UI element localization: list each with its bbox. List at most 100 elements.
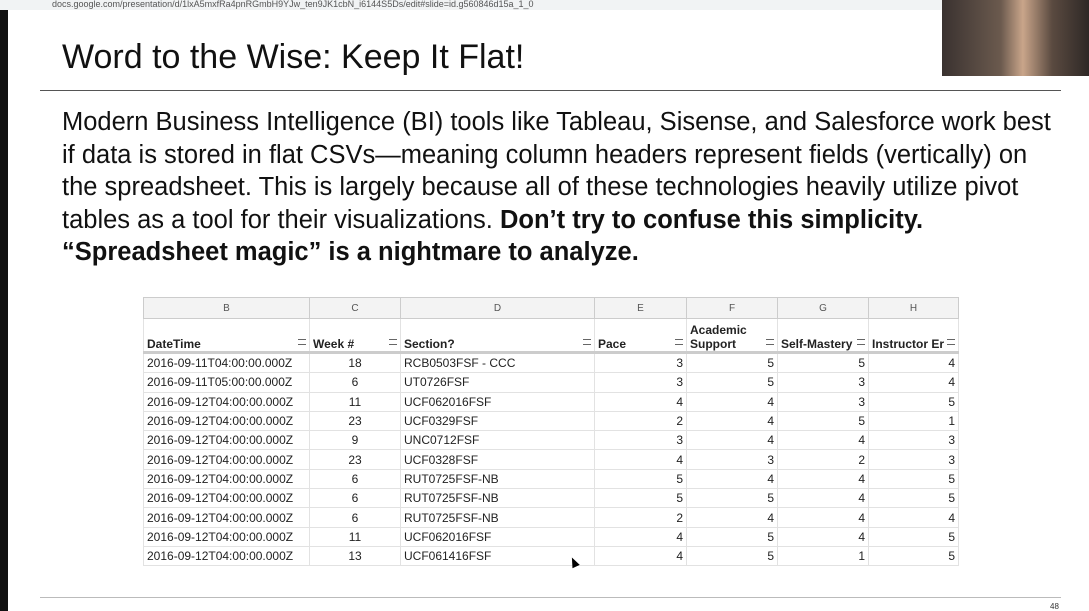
- cell: UCF062016FSF: [400, 526, 595, 547]
- cell: 5: [868, 488, 959, 509]
- cell: 4: [686, 410, 778, 432]
- cell: 1: [777, 545, 869, 567]
- cell: 2016-09-12T04:00:00.000Z: [143, 449, 310, 470]
- cell: 3: [777, 372, 869, 393]
- cell: 4: [594, 449, 687, 470]
- cell: 6: [309, 488, 401, 509]
- data-row: 2016-09-12T04:00:00.000Z 23 UCF0329FSF 2 4 5 1: [143, 410, 959, 432]
- data-row: 2016-09-12T04:00:00.000Z 13 UCF061416FSF 4 5…: [143, 545, 959, 567]
- cell: 2016-09-12T04:00:00.000Z: [143, 410, 310, 432]
- data-row: 2016-09-11T05:00:00.000Z 6 UT0726FSF 3 5 3 4: [143, 372, 959, 393]
- column-letter: F: [686, 297, 778, 319]
- cell: 2016-09-12T04:00:00.000Z: [143, 391, 310, 412]
- cell: 4: [686, 507, 778, 528]
- webcam-video: [942, 0, 1089, 76]
- cell: 4: [777, 430, 869, 451]
- data-row: 2016-09-11T04:00:00.000Z 18 RCB0503FSF - C…: [143, 351, 959, 374]
- cell: 2016-09-12T04:00:00.000Z: [143, 488, 310, 509]
- cell: 6: [309, 372, 401, 393]
- data-row: 2016-09-12T04:00:00.000Z 9 UNC0712FSF 3 4 4 3: [143, 430, 959, 451]
- cell: UCF061416FSF: [400, 545, 595, 567]
- cell: 5: [777, 351, 869, 374]
- cell: 5: [594, 468, 687, 490]
- page-number: 48: [1050, 602, 1059, 611]
- cell: 4: [868, 507, 959, 528]
- cell: RCB0503FSF - CCC: [400, 351, 595, 374]
- cell: 5: [686, 488, 778, 509]
- cell: 3: [686, 449, 778, 470]
- cell: 5: [868, 545, 959, 567]
- column-header: Section?: [400, 318, 595, 354]
- cell: 23: [309, 449, 401, 470]
- data-row: 2016-09-12T04:00:00.000Z 23 UCF0328FSF 4 3 2 3: [143, 449, 959, 470]
- url-bar[interactable]: docs.google.com/presentation/d/1lxA5mxfR…: [0, 0, 1089, 10]
- column-header: DateTime: [143, 318, 310, 354]
- header-row: DateTime Week # Section? Pace Academic Suppo…: [143, 318, 959, 354]
- cell: 13: [309, 545, 401, 567]
- cell: 3: [868, 449, 959, 470]
- data-row: 2016-09-12T04:00:00.000Z 11 UCF062016FSF 4 4…: [143, 391, 959, 412]
- column-letter: B: [143, 297, 310, 319]
- cell: 3: [868, 430, 959, 451]
- cell: 23: [309, 410, 401, 432]
- cell: 5: [868, 526, 959, 547]
- cell: 5: [868, 468, 959, 490]
- cell: 4: [777, 526, 869, 547]
- cell: 2016-09-12T04:00:00.000Z: [143, 526, 310, 547]
- cell: 5: [686, 351, 778, 374]
- cell: 5: [686, 372, 778, 393]
- cell: 11: [309, 526, 401, 547]
- title-rule: [40, 90, 1061, 91]
- side-strip: [0, 10, 8, 611]
- cell: 4: [777, 507, 869, 528]
- column-letter: G: [777, 297, 869, 319]
- cell: UNC0712FSF: [400, 430, 595, 451]
- cell: RUT0725FSF-NB: [400, 488, 595, 509]
- slide-body: Modern Business Intelligence (BI) tools …: [62, 106, 1052, 269]
- cell: 4: [594, 526, 687, 547]
- cell: 2: [777, 449, 869, 470]
- cell: 6: [309, 468, 401, 490]
- cell: 5: [868, 391, 959, 412]
- data-row: 2016-09-12T04:00:00.000Z 6 RUT0725FSF-NB 5 5…: [143, 488, 959, 509]
- cell: 4: [686, 391, 778, 412]
- cell: 2016-09-12T04:00:00.000Z: [143, 430, 310, 451]
- cell: 6: [309, 507, 401, 528]
- cell: 4: [868, 351, 959, 374]
- cell: 4: [686, 468, 778, 490]
- column-header: Pace: [594, 318, 687, 354]
- cell: 5: [594, 488, 687, 509]
- slide-title: Word to the Wise: Keep It Flat!: [62, 38, 525, 76]
- column-header: Academic Support: [686, 318, 778, 354]
- cell: 2016-09-12T04:00:00.000Z: [143, 545, 310, 567]
- cell: UCF062016FSF: [400, 391, 595, 412]
- cell: 5: [777, 410, 869, 432]
- cell: 5: [686, 545, 778, 567]
- cell: 18: [309, 351, 401, 374]
- body-bold-text: Don’t try to confuse this simplicity. “S…: [62, 205, 924, 267]
- cell: 2016-09-11T04:00:00.000Z: [143, 351, 310, 374]
- cell: 4: [777, 488, 869, 509]
- cell: 4: [594, 391, 687, 412]
- cell: UT0726FSF: [400, 372, 595, 393]
- column-letter: H: [868, 297, 959, 319]
- cell: 4: [868, 372, 959, 393]
- body-text: Modern Business Intelligence (BI) tools …: [62, 108, 1051, 234]
- data-row: 2016-09-12T04:00:00.000Z 11 UCF062016FSF 4 5…: [143, 526, 959, 547]
- cell: 4: [594, 545, 687, 567]
- cell: 2: [594, 410, 687, 432]
- column-header: Instructor Er: [868, 318, 959, 354]
- cell: 3: [777, 391, 869, 412]
- cell: 2: [594, 507, 687, 528]
- cell: 3: [594, 430, 687, 451]
- column-letter: C: [309, 297, 401, 319]
- data-row: 2016-09-12T04:00:00.000Z 6 RUT0725FSF-NB 2 4…: [143, 507, 959, 528]
- cell: RUT0725FSF-NB: [400, 468, 595, 490]
- url: docs.google.com/presentation/d/1lxA5mxfR…: [52, 0, 534, 9]
- cell: 4: [777, 468, 869, 490]
- cell: 3: [594, 351, 687, 374]
- cell: 11: [309, 391, 401, 412]
- cell: 3: [594, 372, 687, 393]
